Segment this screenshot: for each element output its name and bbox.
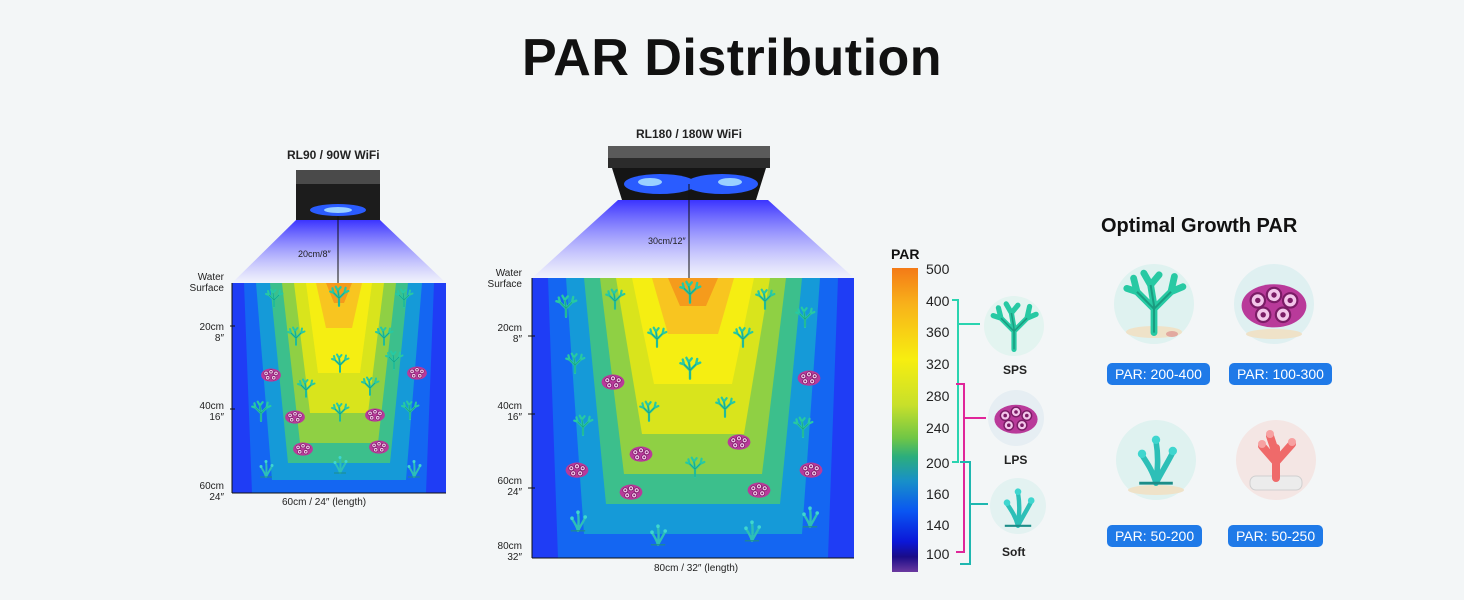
soft-coral-icon [1116, 420, 1196, 500]
scale-label-360: 360 [926, 324, 950, 340]
rl180-length-label: 80cm / 32″ (length) [654, 563, 739, 574]
sps-icon [984, 296, 1044, 356]
optimal-growth-title: Optimal Growth PAR [1101, 215, 1298, 237]
rl180-water-surface-label: Water Surface [487, 268, 522, 290]
soft-label: Soft [1002, 545, 1026, 559]
rl180-depth-60: 60cm 24″ [497, 476, 522, 498]
scale-label-320: 320 [926, 356, 950, 372]
lps-bracket [956, 383, 986, 553]
par-color-scale [892, 268, 918, 572]
branching-coral-icon [1114, 264, 1194, 344]
rl180-fixture-top [608, 146, 770, 158]
scale-label-400: 400 [926, 293, 950, 309]
scale-label-140: 140 [926, 517, 950, 533]
scale-label-160: 160 [926, 486, 950, 502]
rl90-depth-60: 60cm 24″ [199, 481, 224, 503]
lps-label: LPS [1004, 453, 1028, 467]
rl180-diagram [528, 146, 854, 559]
rl180-light-beam [532, 200, 854, 278]
rl90-light-beam [232, 220, 446, 283]
soft-bracket [960, 461, 988, 565]
sps-label: SPS [1003, 363, 1028, 377]
brain-coral-icon [1234, 264, 1314, 344]
scale-label-240: 240 [926, 420, 950, 436]
rl90-length-label: 60cm / 24″ (length) [282, 497, 367, 508]
scale-label-500: 500 [926, 261, 950, 277]
tube-coral-icon [1236, 420, 1316, 500]
scale-label-200: 200 [926, 455, 950, 471]
fixture-name-rl180: RL180 / 180W WiFi [636, 127, 742, 141]
soft-icon [990, 478, 1046, 534]
lps-icon [988, 390, 1044, 446]
par-badge-200-400: PAR: 200-400 [1107, 363, 1210, 385]
rl90-diagram [230, 170, 446, 494]
par-badge-50-250: PAR: 50-250 [1228, 525, 1324, 547]
rl90-depth-20: 20cm 8″ [199, 322, 224, 344]
page-title: PAR Distribution [521, 29, 943, 87]
rl180-height-label: 30cm/12″ [648, 236, 686, 246]
scale-label-280: 280 [926, 388, 950, 404]
rl90-water-surface-label: Water Surface [189, 272, 224, 294]
par-range-brackets [952, 299, 988, 565]
rl180-depth-20: 20cm 8″ [497, 323, 522, 345]
rl90-height-label: 20cm/8″ [298, 249, 331, 259]
par-badge-50-200: PAR: 50-200 [1107, 525, 1203, 547]
scale-label-100: 100 [926, 546, 950, 562]
par-badge-100-300: PAR: 100-300 [1229, 363, 1332, 385]
rl90-depth-40: 40cm 16″ [199, 401, 224, 423]
sps-bracket [952, 299, 980, 463]
fixture-name-rl90: RL90 / 90W WiFi [287, 148, 380, 162]
rl90-fixture-top [296, 170, 380, 184]
rl180-depth-80: 80cm 32″ [497, 541, 522, 563]
par-scale-title: PAR [891, 246, 920, 262]
rl180-depth-40: 40cm 16″ [497, 401, 522, 423]
